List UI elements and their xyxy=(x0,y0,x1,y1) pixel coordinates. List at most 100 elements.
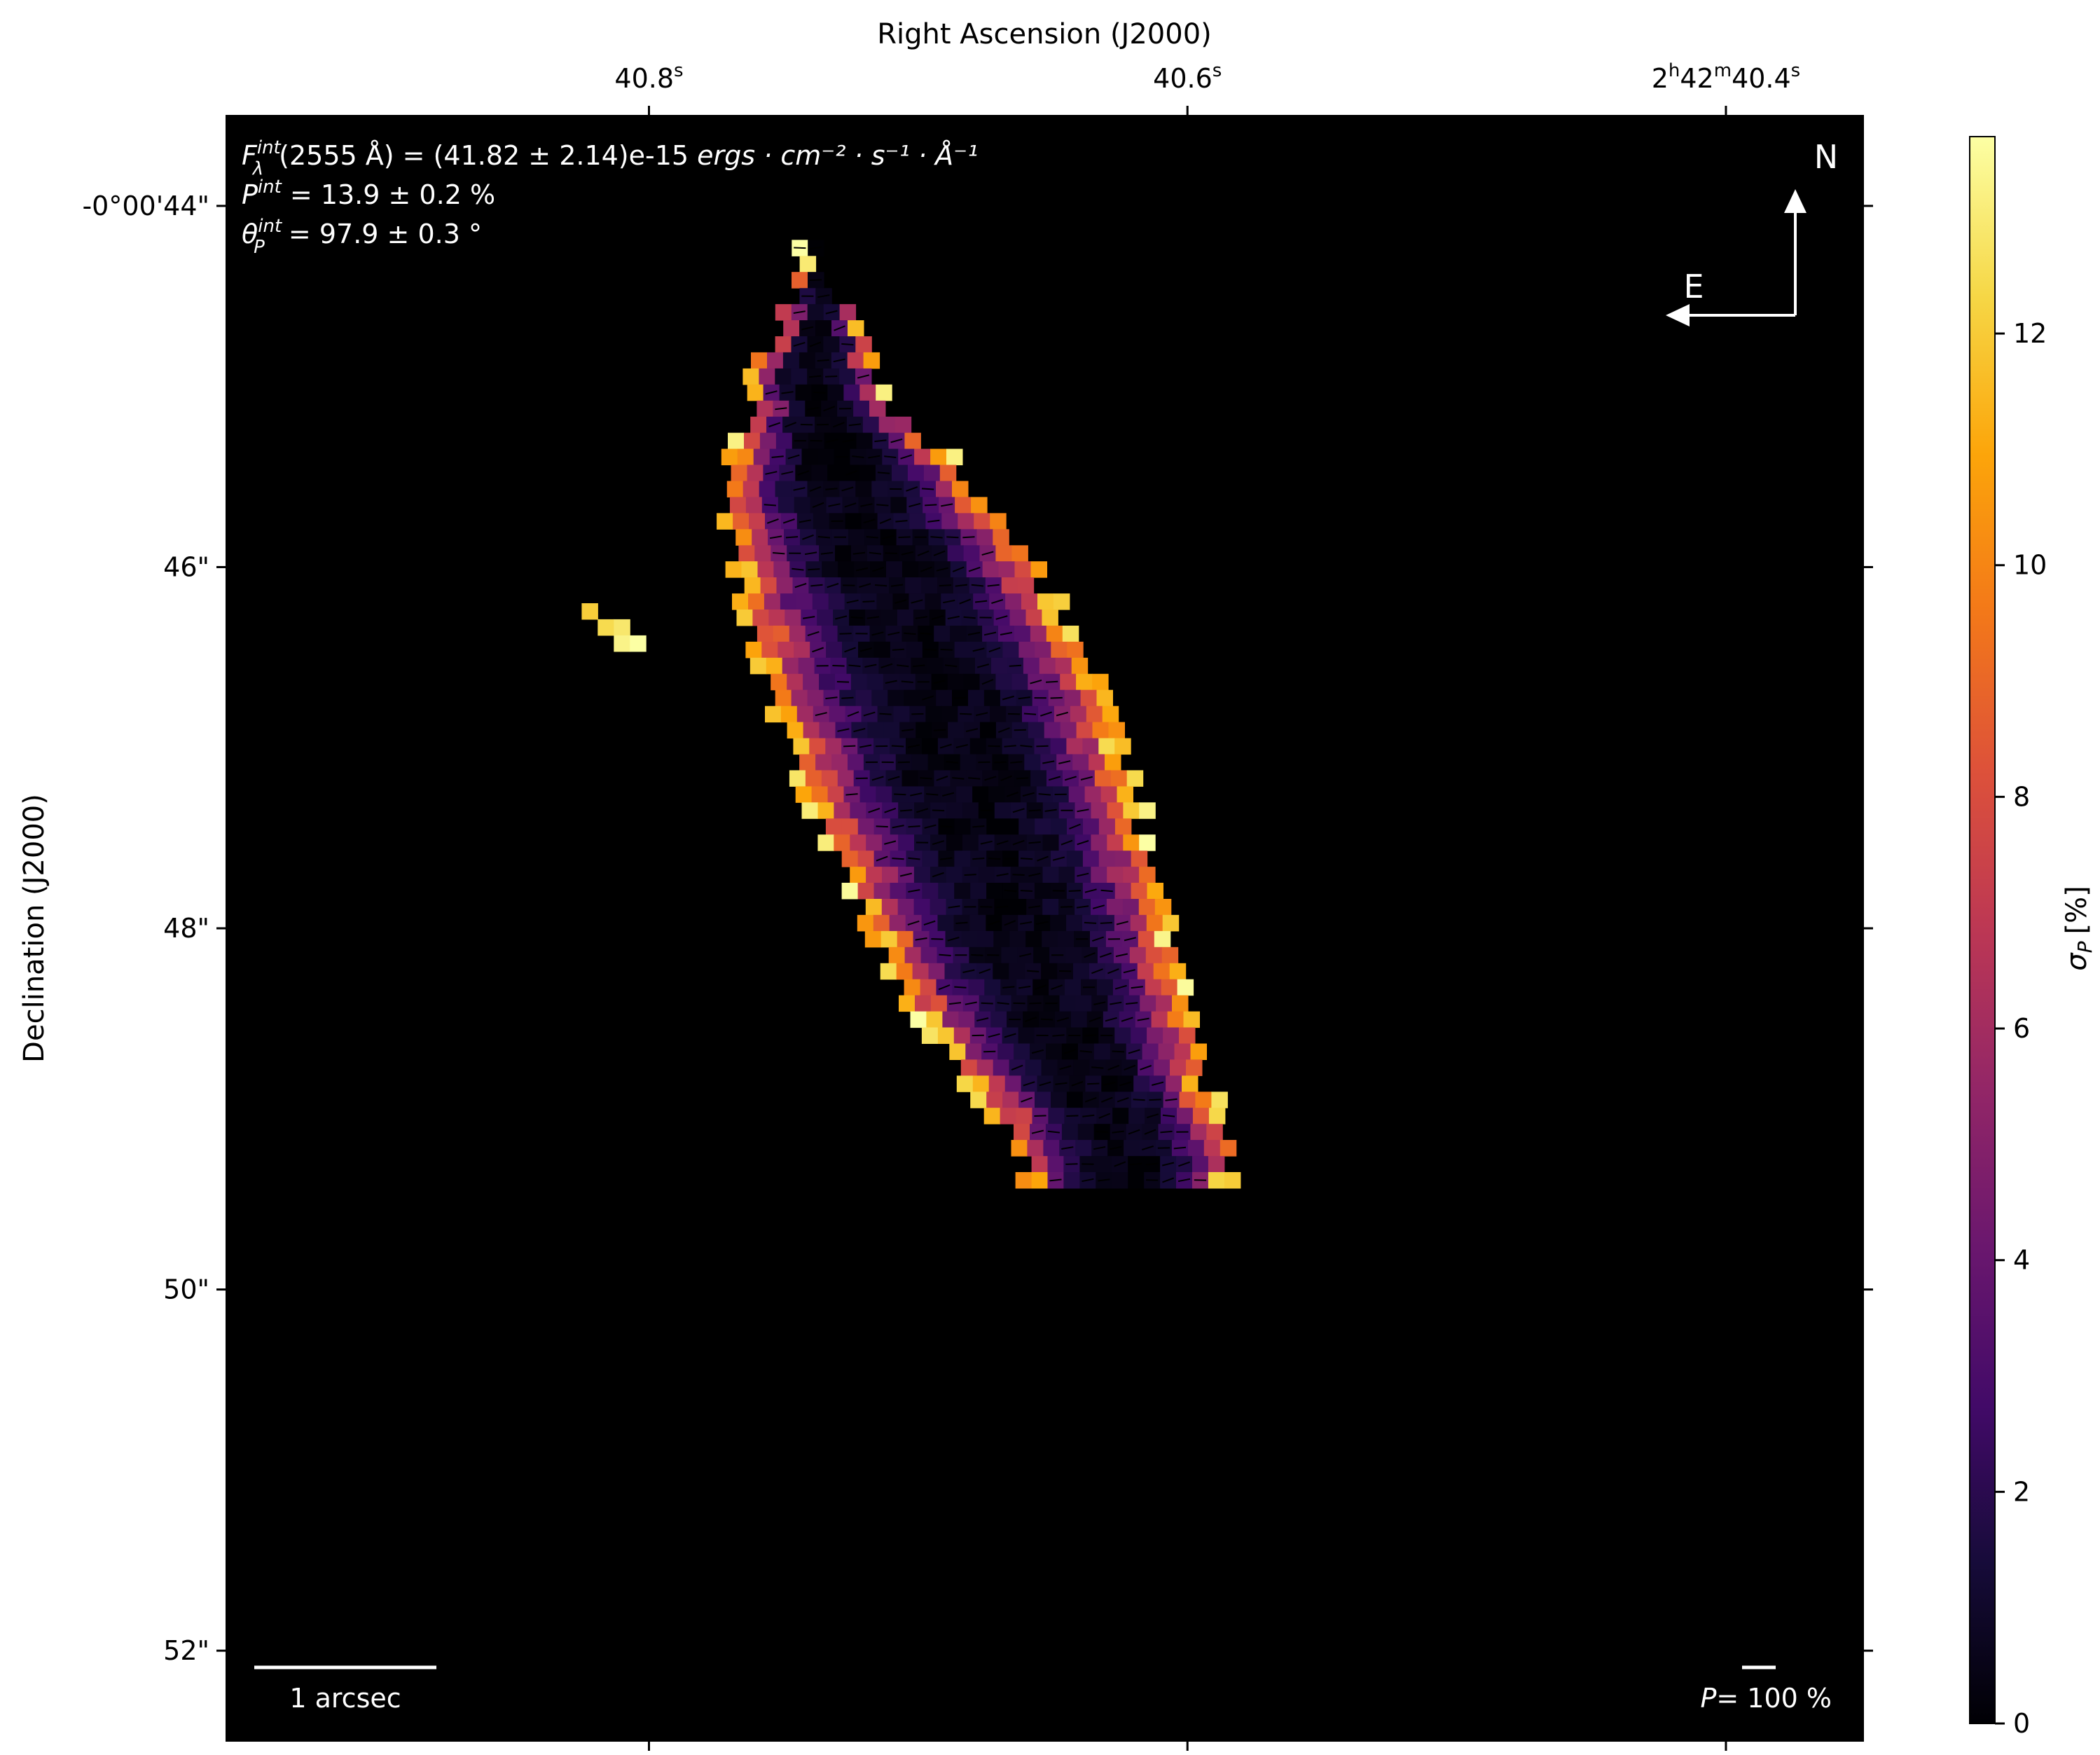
pol-vector-411 xyxy=(1014,729,1026,731)
heatmap-cell-662 xyxy=(897,930,914,948)
heatmap-cell-140 xyxy=(749,513,766,530)
heatmap-cell-733 xyxy=(1177,979,1194,996)
pol-vector-90 xyxy=(900,454,913,460)
pol-vector-349 xyxy=(1030,679,1042,684)
pol-vector-566 xyxy=(876,855,888,862)
pol-vector-37 xyxy=(824,376,838,378)
pol-vector-515 xyxy=(1012,808,1025,813)
pol-vector-29 xyxy=(833,358,845,363)
pol-vector-97 xyxy=(781,471,794,475)
heatmap-cell-385 xyxy=(941,706,958,723)
heatmap-cell-492 xyxy=(988,786,1005,803)
heatmap-cell-174 xyxy=(754,545,771,562)
pol-vector-837 xyxy=(1021,1096,1032,1103)
pol-vector-87 xyxy=(852,455,864,458)
heatmap-cell-16 xyxy=(848,320,864,337)
pol-vector-693 xyxy=(1099,952,1112,958)
pol-vector-554 xyxy=(996,840,1009,846)
heatmap-cell-850 xyxy=(1000,1108,1017,1124)
heatmap-cell-107 xyxy=(726,481,744,497)
heatmap-cell-879 xyxy=(1043,1140,1060,1157)
heatmap-cell-622 xyxy=(881,899,899,916)
pol-vector-302 xyxy=(924,648,937,651)
pol-vector-19 xyxy=(793,342,806,347)
heatmap-cell-878 xyxy=(1027,1140,1044,1157)
pol-vector-135 xyxy=(925,504,937,507)
heatmap-cell-884 xyxy=(1124,1140,1140,1157)
heatmap-cell-334 xyxy=(803,673,820,691)
pol-vector-884 xyxy=(1110,1145,1122,1150)
pol-vector-906 xyxy=(1049,1178,1062,1182)
pol-vector-650 xyxy=(1004,920,1016,926)
pol-vector-594 xyxy=(1028,872,1041,877)
heatmap-cell-595 xyxy=(1058,867,1075,883)
heatmap-cell-666 xyxy=(961,930,978,948)
heatmap-cell-126 xyxy=(794,497,811,514)
pol-vector-16 xyxy=(834,325,845,331)
heatmap-cell-309 xyxy=(1051,641,1068,659)
heatmap-cell-876 xyxy=(1206,1124,1223,1141)
pol-vector-357 xyxy=(825,696,838,700)
heatmap-cell-437 xyxy=(1114,738,1131,755)
heatmap-cell-144 xyxy=(813,513,830,530)
heatmap-cell-767 xyxy=(1151,1011,1168,1028)
heatmap-cell-332 xyxy=(771,673,787,691)
heatmap-cell-833 xyxy=(970,1092,987,1108)
heatmap-cell-448 xyxy=(960,754,977,771)
heatmap-cell-847 xyxy=(1195,1092,1212,1108)
colorbar-tick-label-4: 8 xyxy=(2013,781,2030,812)
heatmap-cell-376 xyxy=(796,706,814,723)
heatmap-cell-189 xyxy=(995,545,1012,562)
heatmap-cell-98 xyxy=(811,464,828,481)
pol-vector-494 xyxy=(1006,791,1018,797)
heatmap-cell-212 xyxy=(760,577,778,594)
pol-vector-63 xyxy=(848,423,862,427)
heatmap-cell-31 xyxy=(742,368,759,385)
heatmap-cell-805 xyxy=(993,1059,1010,1076)
pol-vector-871 xyxy=(1112,1130,1124,1134)
pol-vector-322 xyxy=(913,664,925,668)
pol-vector-738 xyxy=(948,1002,962,1005)
heatmap-cell-384 xyxy=(925,706,942,723)
pol-vector-762 xyxy=(1056,1017,1069,1022)
heatmap-cell-312 xyxy=(766,657,783,675)
colorbar-tick-label-5: 10 xyxy=(2013,550,2047,581)
heatmap-cell-197 xyxy=(822,561,838,578)
heatmap-cell-535 xyxy=(1018,818,1035,835)
heatmap-cell-398 xyxy=(819,722,836,739)
heatmap-cell-282 xyxy=(950,626,967,642)
heatmap-cell-519 xyxy=(1091,802,1107,819)
pol-vector-588 xyxy=(932,872,944,878)
heatmap-cell-652 xyxy=(1050,914,1067,932)
pol-vector-267 xyxy=(995,615,1008,620)
pol-vector-387 xyxy=(960,713,972,715)
heatmap-cell-597 xyxy=(1091,867,1107,883)
heatmap-cell-904 xyxy=(1031,1172,1049,1189)
heatmap-cell-137 xyxy=(971,497,988,514)
pol-vector-129 xyxy=(828,503,841,507)
pol-vector-276 xyxy=(839,633,852,635)
heatmap-cell-770 xyxy=(921,1027,939,1044)
pol-vector-652 xyxy=(1036,921,1049,925)
heatmap-cell-163 xyxy=(848,529,865,546)
pol-vector-384 xyxy=(911,713,924,715)
heatmap-cell-378 xyxy=(829,706,846,723)
heatmap-cell-337 xyxy=(850,673,868,691)
y-tick-label-0: -0°00'44" xyxy=(82,191,209,221)
pol-vector-517 xyxy=(1044,808,1057,812)
heatmap-cell-888 xyxy=(1187,1140,1205,1157)
heatmap-cell-853 xyxy=(1048,1108,1065,1124)
pol-vector-507 xyxy=(884,807,897,813)
pol-vector-196 xyxy=(792,567,804,571)
heatmap-cell-786 xyxy=(1179,1027,1196,1044)
heatmap-cell-419 xyxy=(825,738,842,755)
heatmap-cell-659 xyxy=(1162,914,1180,932)
heatmap-cell-661 xyxy=(880,930,898,948)
pol-vector-779 xyxy=(1052,1034,1065,1037)
heatmap-cell-499 xyxy=(1100,786,1118,803)
pol-vector-886 xyxy=(1142,1145,1154,1151)
colorbar-tick-label-3: 6 xyxy=(2013,1013,2030,1044)
heatmap-cell-533 xyxy=(986,818,1003,835)
blob-cell-1 xyxy=(597,619,614,636)
pol-vector-740 xyxy=(981,1002,993,1005)
